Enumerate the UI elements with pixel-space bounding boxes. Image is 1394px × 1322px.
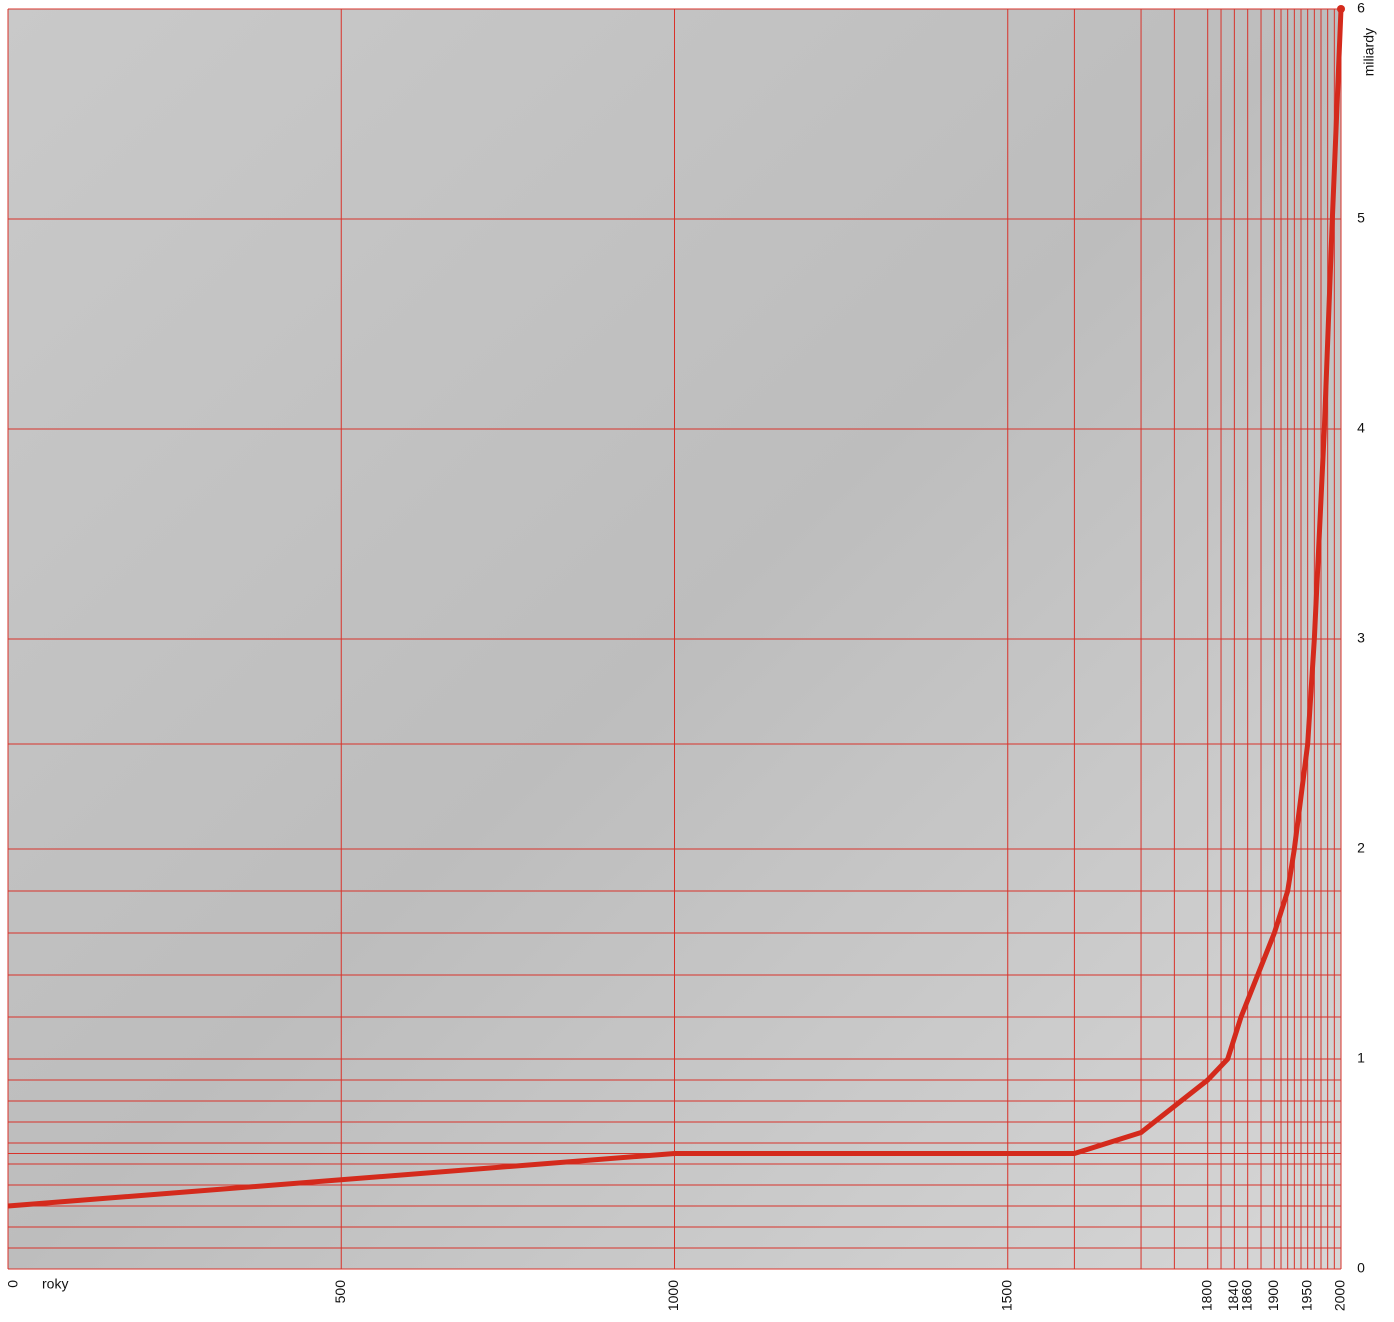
x-axis-label: roky	[42, 1276, 68, 1292]
x-tick-label: 1840	[1225, 1280, 1241, 1311]
x-tick-label: 500	[332, 1280, 348, 1304]
x-tick-label: 1500	[998, 1280, 1014, 1311]
y-tick-label: 4	[1357, 420, 1365, 436]
x-tick-label: 1950	[1298, 1280, 1314, 1311]
end-point	[1337, 5, 1345, 13]
x-tick-label: 0	[5, 1280, 21, 1288]
x-tick-label: 1800	[1198, 1280, 1214, 1311]
y-axis-label: miliardy	[1361, 28, 1377, 76]
x-tick-label: 2000	[1332, 1280, 1348, 1311]
y-tick-label: 3	[1357, 630, 1365, 646]
data-line	[7, 8, 1344, 1209]
x-tick-label: 1860	[1238, 1280, 1254, 1311]
y-tick-label: 2	[1357, 840, 1365, 856]
y-tick-label: 6	[1357, 0, 1365, 16]
y-tick-label: 1	[1357, 1050, 1365, 1066]
y-tick-label: 5	[1357, 210, 1365, 226]
x-tick-label: 1900	[1265, 1280, 1281, 1311]
y-tick-label: 0	[1357, 1260, 1365, 1276]
x-tick-label: 1000	[665, 1280, 681, 1311]
